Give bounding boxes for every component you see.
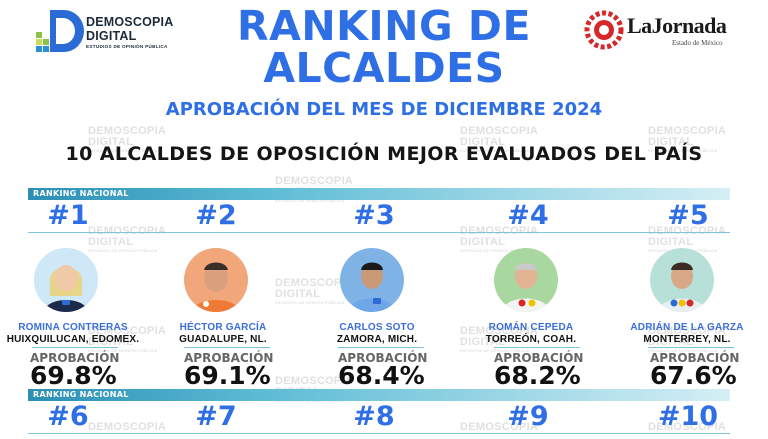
la-jornada-wordmark: LaJornada: [627, 13, 727, 38]
rank-number: #10: [657, 401, 719, 432]
portrait: [340, 248, 404, 312]
approval-value: 68.2%: [494, 361, 581, 390]
page-title-line2: ALCALDES: [263, 44, 505, 92]
mayor-name: CARLOS SOTO: [339, 322, 415, 333]
approval-label: APROBACIÓN: [494, 351, 584, 365]
portrait: [494, 248, 558, 312]
rank-number: #6: [47, 401, 89, 432]
la-jornada-logo: LaJornada Estado de México: [584, 10, 742, 50]
mayor-name: ADRIÁN DE LA GARZA: [630, 322, 744, 333]
demoscopia-logo: DEMOSCOPIA DIGITAL ESTUDIOS DE OPINIÓN P…: [34, 8, 184, 54]
person-photo-icon: [34, 248, 98, 312]
rank-number: #5: [667, 200, 709, 231]
mayor-location: MONTERREY, NL.: [643, 334, 731, 345]
mayor-location: GUADALUPE, NL.: [179, 334, 267, 345]
watermark: DEMOSCOPIA: [88, 421, 167, 433]
rank-number: #4: [507, 200, 549, 231]
divider: [648, 347, 734, 348]
page-title-line1: RANKING DE: [237, 2, 531, 50]
mayor-name: HÉCTOR GARCÍA: [179, 322, 267, 333]
mayor-name: ROMINA CONTRERAS: [18, 322, 128, 333]
portrait: [34, 248, 98, 312]
person-photo-icon: [494, 248, 558, 312]
divider: [338, 347, 424, 348]
person-photo-icon: [184, 248, 248, 312]
approval-value: 69.1%: [184, 361, 271, 390]
mayor-location: HUIXQUILUCAN, EDOMEX.: [6, 334, 140, 345]
mayor-location: ZAMORA, MICH.: [336, 334, 418, 345]
sun-emblem-icon: [584, 10, 624, 50]
approval-value: 68.4%: [338, 361, 425, 390]
divider: [28, 232, 730, 233]
section-heading: 10 ALCALDES DE OPOSICIÓN MEJOR EVALUADOS…: [65, 143, 703, 165]
ranking-bar-top: RANKING NACIONAL: [28, 188, 730, 200]
demoscopia-logo-icon: [36, 10, 84, 52]
portrait: [184, 248, 248, 312]
rank-number: #7: [195, 401, 237, 432]
ranking-bar-label: RANKING NACIONAL: [33, 390, 129, 399]
approval-label: APROBACIÓN: [338, 351, 428, 365]
logo-text-line1: DEMOSCOPIA: [86, 15, 174, 29]
rank-number: #8: [353, 401, 395, 432]
divider: [28, 433, 730, 434]
rank-number: #9: [507, 401, 549, 432]
divider: [184, 347, 270, 348]
divider: [32, 347, 118, 348]
rank-number: #3: [353, 200, 395, 231]
ranking-bar-bottom: RANKING NACIONAL: [28, 389, 730, 401]
mayor-location: TORREÓN, COAH.: [485, 334, 577, 345]
approval-value: 67.6%: [650, 361, 737, 390]
divider: [494, 347, 580, 348]
ranking-bar-label: RANKING NACIONAL: [33, 189, 129, 198]
rank-number: #2: [195, 200, 237, 231]
approval-label: APROBACIÓN: [184, 351, 274, 365]
approval-label: APROBACIÓN: [30, 351, 120, 365]
la-jornada-tagline: Estado de México: [672, 39, 723, 47]
approval-label: APROBACIÓN: [650, 351, 740, 365]
rank-number: #1: [47, 200, 89, 231]
logo-text-line2: DIGITAL: [86, 29, 137, 43]
page-subtitle: APROBACIÓN DEL MES DE DICIEMBRE 2024: [165, 99, 603, 120]
person-photo-icon: [650, 248, 714, 312]
logo-text-line3: ESTUDIOS DE OPINIÓN PÚBLICA: [86, 44, 168, 49]
approval-value: 69.8%: [30, 361, 117, 390]
portrait: [650, 248, 714, 312]
person-photo-icon: [340, 248, 404, 312]
watermark: DEMOSCOPIA: [460, 421, 539, 433]
watermark: DEMOSCOPIA: [648, 421, 727, 433]
mayor-name: ROMÁN CEPEDA: [488, 322, 574, 333]
